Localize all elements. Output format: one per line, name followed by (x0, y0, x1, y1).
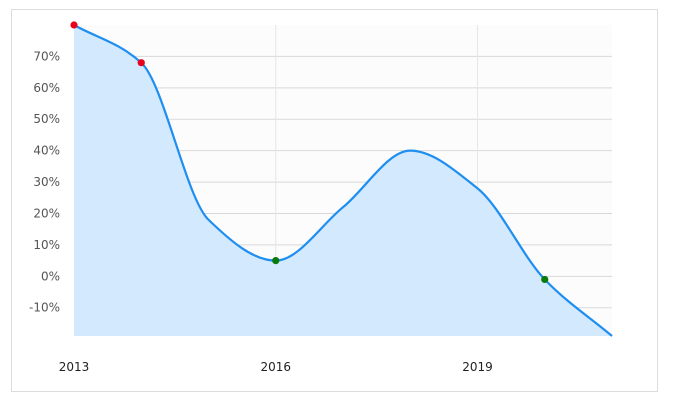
data-point (541, 275, 549, 284)
x-tick-label: 2019 (462, 360, 493, 374)
y-tick-label: 30% (33, 175, 60, 189)
series-area (74, 25, 612, 336)
y-axis-ticks: -10% 0% 10% 20% 30% 40% 50% 60% 70% (29, 49, 60, 314)
y-tick-label: 20% (33, 206, 60, 220)
y-tick-label: 10% (33, 238, 60, 252)
series-markers (70, 21, 549, 284)
y-tick-label: 40% (33, 144, 60, 158)
x-tick-label: 2013 (59, 360, 90, 374)
y-tick-label: -10% (29, 301, 60, 315)
x-axis-ticks: 2013 2016 2019 (59, 360, 493, 374)
x-tick-label: 2016 (260, 360, 291, 374)
y-tick-label: 60% (33, 81, 60, 95)
y-tick-label: 50% (33, 112, 60, 126)
data-point (272, 257, 280, 265)
data-point (70, 21, 78, 29)
data-point (137, 59, 145, 67)
y-tick-label: 0% (41, 269, 60, 283)
y-tick-label: 70% (33, 49, 60, 63)
series-line (73, 24, 613, 337)
